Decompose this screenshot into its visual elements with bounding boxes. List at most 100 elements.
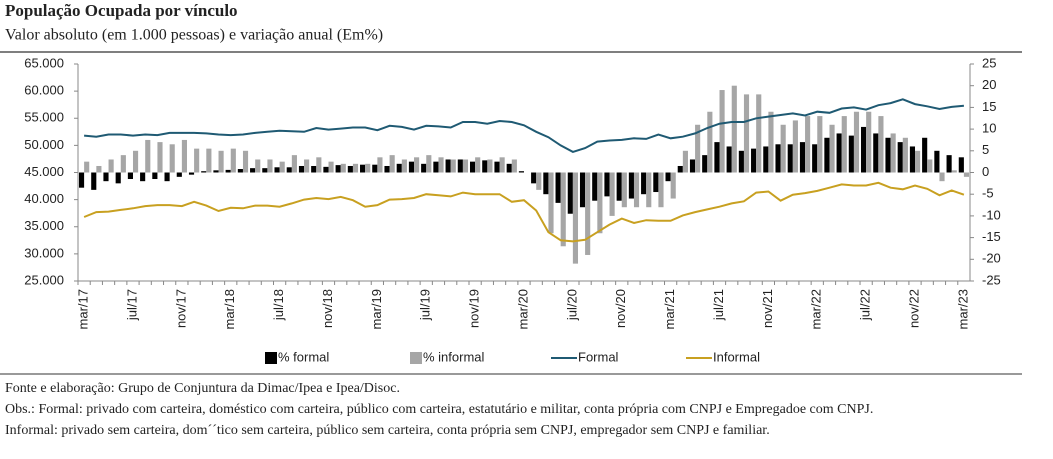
bar xyxy=(469,161,476,173)
bar xyxy=(707,111,713,173)
line xyxy=(84,98,964,153)
bar xyxy=(91,172,97,190)
legend-label: % informal xyxy=(423,349,485,364)
bar xyxy=(304,159,310,173)
bar xyxy=(824,137,830,173)
bar xyxy=(572,172,579,264)
bar xyxy=(780,124,786,173)
bar xyxy=(206,148,212,173)
bar xyxy=(255,159,261,173)
x-tick-label: jul/17 xyxy=(124,289,139,321)
bar xyxy=(316,157,322,173)
x-tick-label: mar/21 xyxy=(662,289,677,329)
bar xyxy=(218,150,224,173)
bar xyxy=(494,161,500,173)
y-tick-label: 40.000 xyxy=(24,191,64,206)
bar xyxy=(482,160,488,173)
bar xyxy=(377,157,383,173)
bar xyxy=(567,172,573,214)
bar xyxy=(665,172,671,182)
y2-tick-label: -15 xyxy=(982,229,1001,244)
bar xyxy=(286,167,292,173)
x-tick-label: jul/18 xyxy=(271,289,286,321)
bar xyxy=(262,168,268,173)
y2-tick-label: -20 xyxy=(982,251,1001,266)
bar xyxy=(633,172,640,208)
bar xyxy=(922,137,928,173)
legend-label: Formal xyxy=(578,349,619,364)
bar xyxy=(628,172,634,199)
bar xyxy=(817,116,823,173)
bar xyxy=(389,155,395,173)
legend-label: Informal xyxy=(713,349,760,364)
bar xyxy=(695,124,701,173)
x-tick-label: jul/19 xyxy=(418,289,433,321)
bar xyxy=(274,167,280,173)
note: Fonte e elaboração: Grupo de Conjuntura … xyxy=(5,381,400,396)
bar xyxy=(738,150,744,173)
bar xyxy=(604,172,610,197)
bar xyxy=(555,172,561,203)
bar xyxy=(909,146,916,173)
bar xyxy=(836,133,842,173)
x-tick-label: jul/21 xyxy=(711,289,726,321)
bar xyxy=(719,90,725,173)
bar xyxy=(560,172,566,247)
bar xyxy=(958,157,964,173)
bar xyxy=(127,172,133,180)
bar xyxy=(731,85,737,173)
bar xyxy=(426,155,432,173)
x-tick-label: nov/21 xyxy=(760,289,775,328)
bar xyxy=(450,159,456,173)
y2-tick-label: -5 xyxy=(982,186,994,201)
bar xyxy=(96,165,102,173)
bar xyxy=(616,172,622,201)
bar xyxy=(927,159,933,173)
bar xyxy=(311,165,317,173)
bar xyxy=(433,161,439,173)
bar xyxy=(181,139,187,173)
bar xyxy=(714,142,720,173)
bar xyxy=(890,133,896,173)
bar xyxy=(360,164,366,173)
x-tick-label: nov/17 xyxy=(173,289,188,328)
bar xyxy=(829,124,835,173)
bar xyxy=(230,148,236,173)
bar xyxy=(169,144,175,173)
x-tick-label: nov/20 xyxy=(613,289,628,328)
x-tick-label: nov/22 xyxy=(906,289,921,328)
bar xyxy=(242,150,249,173)
y-tick-label: 25.000 xyxy=(24,272,64,287)
bar xyxy=(751,148,757,173)
y2-tick-label: 15 xyxy=(982,99,996,114)
bar xyxy=(213,170,219,173)
bar xyxy=(756,94,762,173)
legend-swatch xyxy=(410,352,422,364)
y2-tick-label: 5 xyxy=(982,142,989,157)
bar xyxy=(408,161,415,173)
bar xyxy=(946,155,952,173)
bar xyxy=(799,142,806,173)
bar xyxy=(145,139,151,173)
bar xyxy=(157,142,163,173)
bar xyxy=(585,172,591,255)
bar xyxy=(103,172,109,182)
bar xyxy=(267,159,273,173)
bar xyxy=(462,159,469,173)
bar xyxy=(866,111,872,173)
bar xyxy=(225,169,231,173)
x-tick-label: mar/17 xyxy=(76,289,91,329)
bar xyxy=(841,116,847,173)
bar xyxy=(372,164,378,173)
bar xyxy=(873,133,879,173)
chart-subtitle: Valor absoluto (em 1.000 pessoas) e vari… xyxy=(5,27,383,44)
bar xyxy=(84,161,90,173)
bar xyxy=(365,163,371,173)
x-tick-label: mar/23 xyxy=(955,289,970,329)
bar xyxy=(438,157,444,173)
x-tick-label: nov/19 xyxy=(467,289,482,328)
bar xyxy=(347,165,353,173)
bar xyxy=(506,163,512,173)
y-tick-label: 30.000 xyxy=(24,245,64,260)
